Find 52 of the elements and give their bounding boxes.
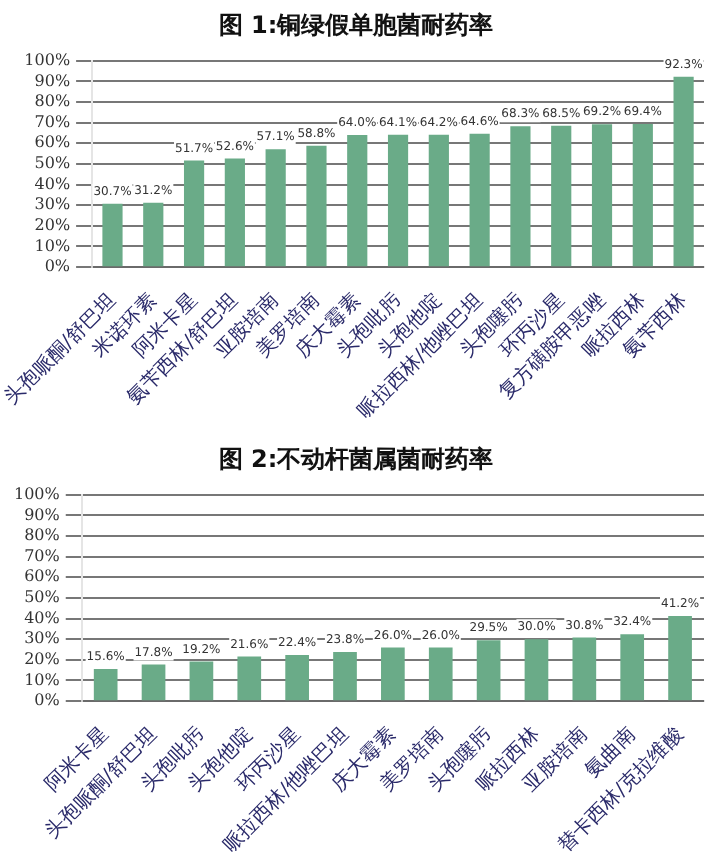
bar [591,124,613,267]
bar [572,637,597,701]
y-tick-label: 30% [24,629,61,648]
y-tick-label: 0% [44,257,71,276]
bar [476,640,501,701]
bar [189,661,214,701]
bar [428,134,449,267]
bar [141,664,166,701]
y-tick-label: 60% [24,567,61,586]
chart-title: 图 2:不动杆菌属菌耐药率 [218,444,494,473]
y-tick-label: 10% [34,236,71,255]
bar [551,125,572,267]
y-tick-label: 50% [34,154,71,173]
y-tick-label: 0% [34,691,61,710]
y-tick-label: 70% [34,112,71,131]
bar [347,135,368,267]
bar [333,652,357,701]
bar [387,134,409,267]
bar [306,145,327,267]
y-tick-label: 30% [34,195,71,214]
bar [183,160,205,267]
y-tick-label: 80% [34,92,71,111]
y-tick-label: 10% [24,670,61,689]
bar [143,202,164,267]
bar [265,149,286,267]
y-tick-label: 90% [24,505,61,524]
bar [673,76,694,267]
bar [285,654,309,701]
bar [510,126,531,267]
bar [632,123,653,267]
bar [381,647,405,701]
y-tick-label: 100% [13,484,61,503]
y-tick-label: 60% [34,133,71,152]
bar [469,133,490,267]
bar [668,616,692,701]
bar [620,634,645,701]
y-tick-label: 70% [24,546,61,565]
chart-title: 图 1:铜绿假单胞菌耐药率 [218,10,494,39]
bar [237,656,262,701]
y-tick-label: 40% [24,608,61,627]
bar [428,647,453,701]
bar [102,203,123,267]
bar [93,668,118,701]
y-tick-label: 20% [24,650,61,669]
y-tick-label: 80% [24,526,61,545]
y-tick-label: 90% [34,71,71,90]
bar [524,639,549,701]
y-tick-label: 100% [24,50,71,69]
y-tick-label: 50% [24,588,61,607]
y-tick-label: 40% [34,174,71,193]
bar [224,158,245,267]
y-tick-label: 20% [34,216,71,235]
